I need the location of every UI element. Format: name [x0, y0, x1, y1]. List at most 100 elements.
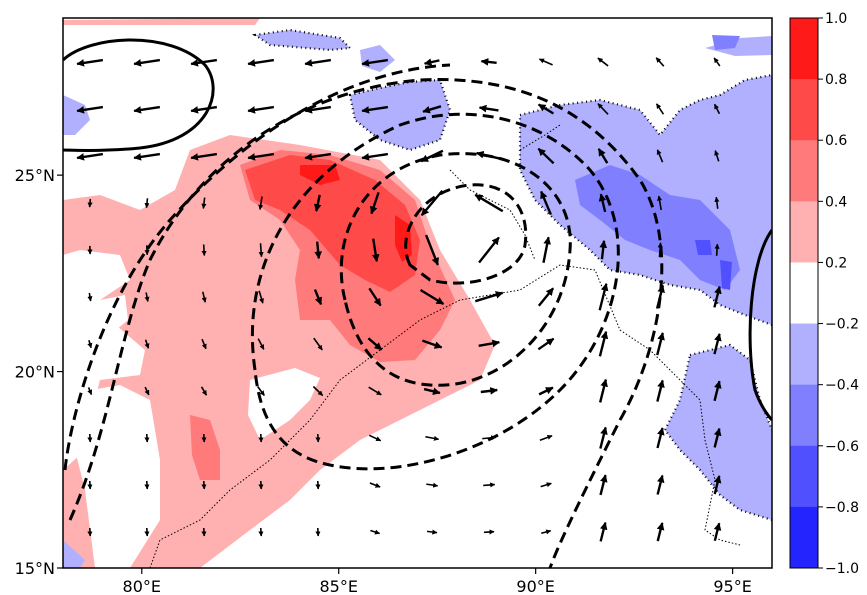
x-tick-label: 95°E	[713, 577, 751, 595]
wind-arrow	[370, 192, 380, 215]
contour-solid-east	[748, 229, 772, 422]
neutral-hole-center	[248, 368, 320, 440]
colorbar-label: −0.6	[825, 439, 859, 455]
colorbar-frame	[789, 17, 819, 569]
wind-arrow	[247, 152, 275, 161]
wind-arrow	[537, 287, 555, 307]
wind-arrow	[656, 149, 664, 163]
wind-arrow	[713, 333, 722, 355]
wind-arrow	[371, 238, 380, 263]
wind-arrow	[537, 147, 555, 165]
wind-arrow	[87, 198, 93, 208]
wind-arrow	[656, 427, 665, 449]
wind-arrow	[655, 103, 665, 115]
wind-arrow	[598, 378, 608, 403]
wind-arrow	[87, 292, 93, 302]
wind-arrow	[361, 58, 389, 67]
contour-5	[63, 63, 451, 471]
wind-arrow	[247, 58, 275, 67]
negative-dotted-outline-top	[251, 28, 353, 52]
wind-arrow	[257, 386, 265, 396]
wind-arrow	[541, 529, 552, 535]
wind-arrow	[713, 57, 721, 67]
wind-arrow	[144, 339, 150, 349]
neutral-hole-west	[63, 385, 160, 568]
wind-arrow	[258, 290, 264, 304]
colorbar-segment	[790, 18, 818, 80]
wind-arrow	[87, 339, 93, 349]
wind-arrow	[714, 196, 720, 209]
wind-arrow	[370, 529, 381, 535]
wind-arrow	[474, 193, 504, 213]
wind-arrow	[713, 380, 722, 402]
negative-anomaly-mid	[575, 165, 740, 290]
wind-arrow	[657, 242, 663, 258]
wind-arrow	[133, 105, 161, 114]
wind-arrow	[76, 152, 104, 161]
wind-arrow	[367, 337, 383, 351]
wind-arrow	[201, 338, 207, 350]
colorbar-label: 0.8	[825, 72, 847, 88]
wind-arrow	[598, 330, 609, 357]
negative-anomaly-strong-2	[720, 260, 732, 290]
border-line-north	[519, 124, 561, 151]
wind-arrow	[474, 291, 504, 303]
colorbar-segment	[790, 201, 818, 263]
wind-arrow	[599, 240, 608, 260]
wind-arrow	[599, 521, 608, 542]
wind-arrow	[713, 103, 721, 115]
wind-arrow	[421, 339, 443, 349]
colorbar-segment	[790, 79, 818, 141]
wind-arrow	[656, 474, 665, 495]
wind-arrow	[304, 152, 332, 161]
wind-arrow	[713, 427, 722, 448]
wind-arrow	[258, 243, 264, 258]
wind-arrow	[597, 57, 609, 67]
wind-arrow	[482, 435, 497, 441]
wind-arrow	[713, 522, 722, 542]
colorbar-label: 1.0	[825, 11, 847, 27]
wind-arrow	[478, 339, 501, 348]
wind-arrow	[598, 282, 609, 311]
colorbar-segment	[790, 262, 818, 325]
wind-arrow	[655, 57, 665, 67]
wind-arrow	[598, 193, 607, 213]
wind-arrow	[542, 236, 551, 263]
positive-anomaly-top	[63, 18, 260, 25]
positive-anomaly-south	[190, 415, 220, 480]
wind-arrow	[538, 58, 553, 66]
wind-arrow	[200, 386, 208, 396]
negative-anomaly-north	[350, 80, 450, 150]
wind-arrow	[201, 244, 207, 256]
colorbar-segment	[790, 384, 818, 447]
wind-arrow	[597, 148, 609, 164]
wind-arrow	[425, 435, 440, 441]
wind-arrow	[257, 338, 265, 350]
dashed-contours	[63, 63, 664, 568]
colorbar-label: −0.2	[825, 317, 859, 333]
wind-arrow	[313, 337, 323, 351]
wind-arrow	[258, 196, 264, 211]
wind-arrow	[313, 194, 322, 212]
wind-arrow	[369, 482, 381, 488]
wind-arrow	[247, 105, 275, 114]
wind-arrow	[540, 482, 552, 488]
wind-arrow	[144, 198, 150, 209]
wind-arrow	[368, 287, 382, 307]
colorbar-segment	[790, 445, 818, 508]
wind-arrow	[425, 234, 439, 266]
wind-arrow	[361, 152, 389, 161]
wind-arrow	[539, 434, 553, 442]
wind-arrow	[480, 58, 497, 66]
wind-arrow	[483, 529, 495, 535]
wind-arrow	[133, 58, 161, 67]
wind-arrow	[655, 284, 665, 309]
contour-4	[68, 78, 664, 568]
wind-arrow	[537, 337, 555, 351]
wind-arrow	[537, 103, 555, 115]
wind-arrow	[420, 149, 444, 163]
axes: 80°E 85°E 90°E 95°E 15°N 20°N 25°N	[15, 166, 752, 595]
negative-anomaly-ne	[705, 36, 772, 56]
wind-arrow	[87, 387, 93, 396]
